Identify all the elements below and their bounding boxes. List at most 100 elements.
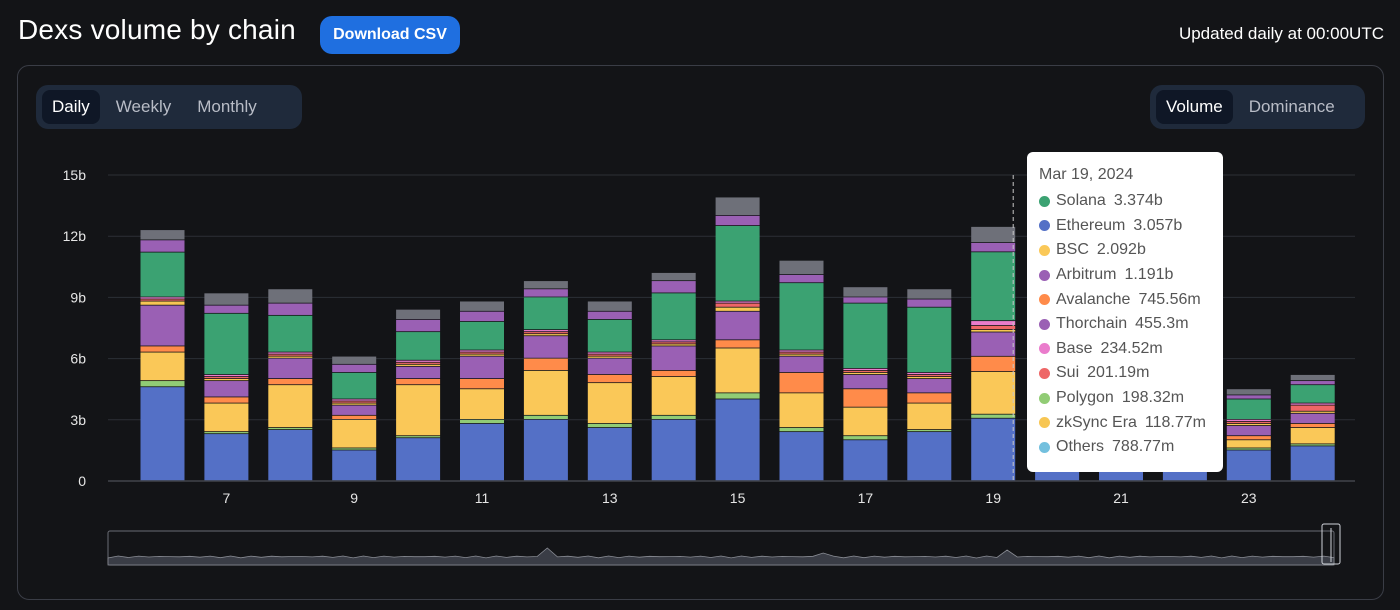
legend-dot-icon bbox=[1039, 195, 1050, 207]
bar-segment bbox=[204, 293, 249, 305]
bar-segment bbox=[843, 368, 888, 371]
bar-segment bbox=[1226, 440, 1271, 448]
bar-segment bbox=[1226, 399, 1271, 419]
tooltip: Mar 19, 2024 Solana 3.374b Ethereum 3.057b B… bbox=[1027, 152, 1223, 472]
tooltip-row: Ethereum 3.057b bbox=[1039, 214, 1211, 239]
bar-segment bbox=[1226, 389, 1271, 395]
x-tick-label: 19 bbox=[985, 490, 1001, 506]
y-tick-label: 0 bbox=[78, 473, 86, 489]
bar-segment bbox=[651, 344, 696, 346]
bar-segment bbox=[843, 297, 888, 303]
bar-segment bbox=[971, 414, 1016, 418]
bar-segment bbox=[907, 299, 952, 307]
bar-segment bbox=[715, 348, 760, 393]
tooltip-series-name: Solana bbox=[1056, 192, 1106, 210]
tooltip-series-value: 3.374b bbox=[1113, 192, 1163, 210]
bar-segment bbox=[843, 407, 888, 436]
tooltip-row: Others 788.77m bbox=[1039, 435, 1211, 460]
bar-segment bbox=[651, 342, 696, 344]
legend-dot-icon bbox=[1039, 441, 1050, 453]
bar-segment bbox=[204, 376, 249, 379]
bar-segment bbox=[715, 311, 760, 340]
bar-segment bbox=[523, 289, 568, 297]
view-toggle: Volume Dominance bbox=[1150, 85, 1365, 129]
x-tick-label: 13 bbox=[602, 490, 618, 506]
legend-dot-icon bbox=[1039, 318, 1050, 330]
bar-segment bbox=[971, 418, 1016, 481]
tooltip-date: Mar 19, 2024 bbox=[1039, 166, 1134, 183]
bar-segment bbox=[140, 230, 185, 240]
tooltip-row: Polygon 198.32m bbox=[1039, 386, 1211, 411]
bar-segment bbox=[971, 325, 1016, 330]
tooltip-series-value: 3.057b bbox=[1133, 216, 1183, 234]
bar-segment bbox=[460, 321, 504, 350]
bar-segment bbox=[332, 415, 377, 419]
bar-segment bbox=[396, 379, 441, 385]
tab-volume[interactable]: Volume bbox=[1156, 90, 1233, 124]
bar-segment bbox=[268, 358, 313, 379]
tooltip-series-name: Sui bbox=[1056, 364, 1080, 382]
bar-segment bbox=[651, 293, 696, 340]
bar-segment bbox=[396, 438, 441, 481]
tooltip-series-value: 118.77m bbox=[1144, 413, 1206, 431]
tab-monthly[interactable]: Monthly bbox=[197, 97, 257, 116]
bar-segment bbox=[779, 427, 824, 432]
bar-segment bbox=[1226, 419, 1271, 422]
bar-segment bbox=[332, 401, 377, 403]
y-tick-label: 3b bbox=[70, 412, 86, 428]
bar-segment bbox=[715, 301, 760, 303]
bar-segment bbox=[140, 301, 185, 305]
tooltip-series-name: Polygon bbox=[1056, 389, 1114, 407]
tooltip-series-value: 1.191b bbox=[1124, 266, 1174, 284]
bar-segment bbox=[268, 315, 313, 352]
tooltip-series-value: 2.092b bbox=[1096, 241, 1146, 259]
bar-segment bbox=[140, 252, 185, 297]
bar-segment bbox=[779, 350, 824, 352]
bar-segment bbox=[1290, 374, 1335, 381]
bar-segment bbox=[907, 372, 952, 375]
bar-segment bbox=[204, 403, 249, 432]
bar-segment bbox=[843, 303, 888, 368]
bar-segment bbox=[332, 448, 377, 450]
bar-segment bbox=[587, 354, 632, 356]
bar-segment bbox=[907, 307, 952, 373]
bar-segment bbox=[651, 419, 696, 481]
bar-segment bbox=[268, 356, 313, 358]
bar-segment bbox=[715, 197, 760, 215]
bar-segment bbox=[1290, 423, 1335, 428]
bar-segment bbox=[1226, 395, 1271, 399]
tab-dominance[interactable]: Dominance bbox=[1248, 97, 1335, 116]
bar-segment bbox=[332, 405, 377, 415]
bar-segment bbox=[587, 356, 632, 358]
x-tick-label: 21 bbox=[1113, 490, 1129, 506]
bar-segment bbox=[843, 389, 888, 407]
tooltip-row: Arbitrum 1.191b bbox=[1039, 263, 1211, 288]
legend-dot-icon bbox=[1039, 367, 1050, 379]
tab-daily[interactable]: Daily bbox=[42, 90, 100, 124]
bar-segment bbox=[779, 354, 824, 356]
tab-weekly[interactable]: Weekly bbox=[115, 97, 172, 116]
bar-segment bbox=[779, 260, 824, 275]
bar-segment bbox=[971, 242, 1016, 252]
bar-segment bbox=[140, 387, 185, 481]
bar-segment bbox=[268, 427, 313, 430]
bar-segment bbox=[204, 432, 249, 434]
bar-segment bbox=[651, 376, 696, 415]
bar-segment bbox=[1290, 411, 1335, 413]
bar-segment bbox=[651, 346, 696, 371]
x-tick-label: 7 bbox=[223, 490, 231, 506]
bar-segment bbox=[268, 430, 313, 481]
tooltip-row: Solana 3.374b bbox=[1039, 189, 1211, 214]
bar-segment bbox=[971, 356, 1016, 372]
bar-segment bbox=[971, 252, 1016, 321]
bar-segment bbox=[843, 440, 888, 481]
bar-segment bbox=[396, 385, 441, 436]
bar-segment bbox=[1226, 421, 1271, 424]
download-csv-button[interactable]: Download CSV bbox=[320, 16, 460, 54]
bar-segment bbox=[1226, 423, 1271, 426]
bar-segment bbox=[460, 356, 504, 379]
bar-segment bbox=[779, 356, 824, 373]
bar-segment bbox=[396, 436, 441, 438]
bar-segment bbox=[587, 311, 632, 320]
bar-segment bbox=[523, 281, 568, 289]
